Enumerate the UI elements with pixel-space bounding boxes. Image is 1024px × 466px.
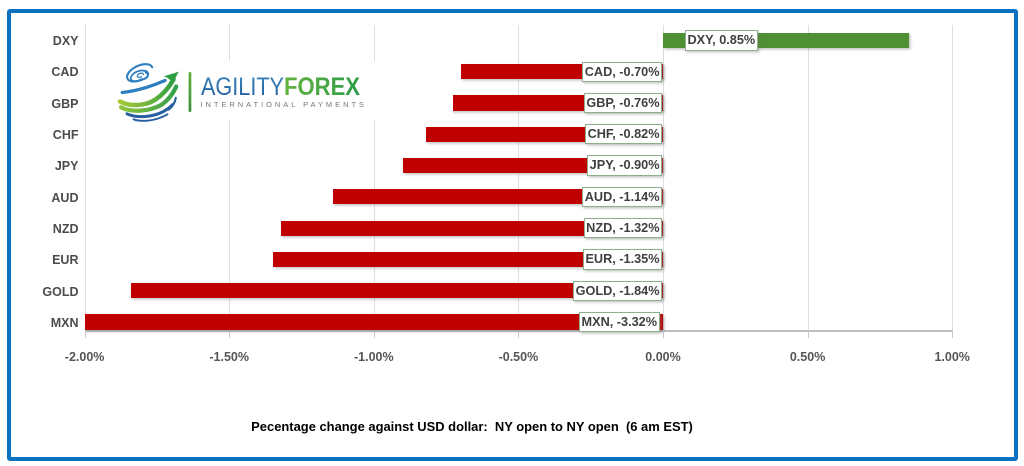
svg-text:FOREX: FOREX [284, 73, 360, 101]
svg-text:AGILITY: AGILITY [201, 73, 284, 101]
